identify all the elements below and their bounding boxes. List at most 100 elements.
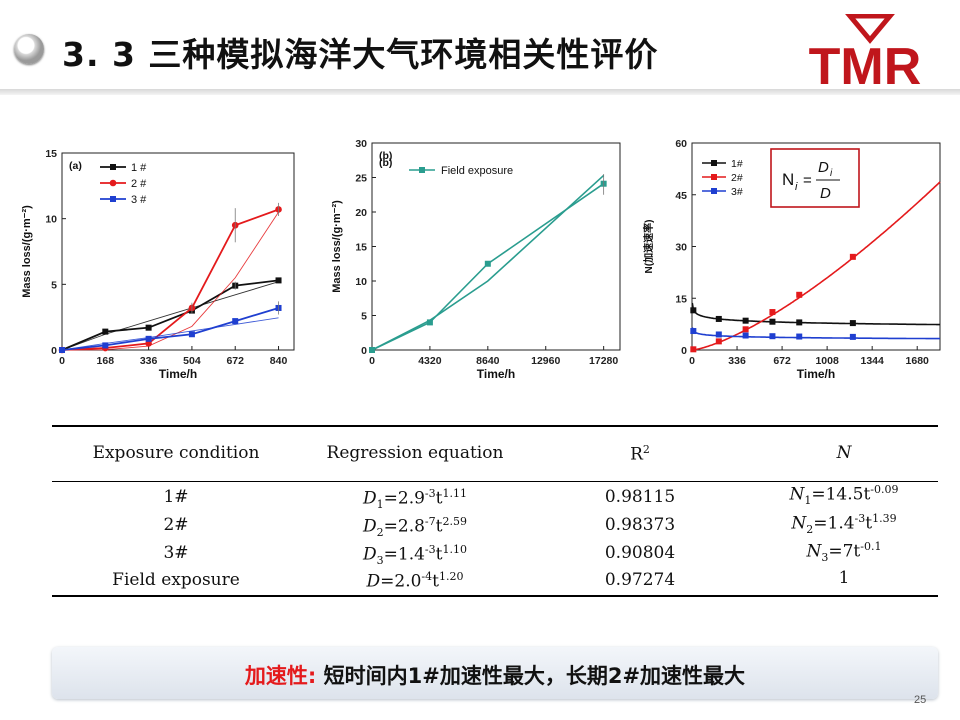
fit-line-3 xyxy=(61,317,279,351)
y-tick-label: 10 xyxy=(45,214,57,226)
y-tick-label: 45 xyxy=(675,190,687,202)
header-r2: R2 xyxy=(630,443,650,465)
data-point xyxy=(742,326,749,333)
y-tick-label: 0 xyxy=(681,345,687,357)
header-regression: Regression equation xyxy=(326,443,504,463)
y-tick-label: 5 xyxy=(361,311,367,323)
row4-n: 1 xyxy=(838,568,850,588)
conclusion-banner: 加速性: 短时间内1#加速性最大，长期2#加速性最大 xyxy=(52,647,938,699)
conclusion-key: 加速性: xyxy=(244,664,317,688)
data-point xyxy=(849,333,856,340)
y-tick-label: 30 xyxy=(675,242,687,254)
legend-label: 3# xyxy=(731,186,743,198)
data-point xyxy=(690,346,697,353)
data-point xyxy=(102,328,109,335)
x-tick-label: 336 xyxy=(140,355,158,367)
data-point xyxy=(769,333,776,340)
row4-condition: Field exposure xyxy=(112,570,240,590)
row3-regression: D3=1.4-3t1.10 xyxy=(363,543,467,568)
row2-condition: 2# xyxy=(163,515,189,535)
row1-r2: 0.98115 xyxy=(604,487,676,507)
x-tick-label: 336 xyxy=(728,355,746,367)
data-point xyxy=(369,347,375,353)
data-point xyxy=(110,196,116,202)
x-tick-label: 672 xyxy=(773,355,791,367)
formula-eq: = xyxy=(803,172,812,189)
data-point xyxy=(769,309,776,316)
data-point xyxy=(426,319,433,326)
row3-n: N3=7t-0.1 xyxy=(806,540,882,565)
x-tick-label: 1008 xyxy=(815,355,839,367)
row1-condition: 1# xyxy=(163,487,189,507)
y-tick-label: 10 xyxy=(355,276,367,288)
x-tick-label: 17280 xyxy=(589,355,618,367)
row2-r2: 0.98373 xyxy=(604,515,676,535)
fit-line xyxy=(371,174,605,351)
y-tick-label: 0 xyxy=(51,345,57,357)
y-tick-label: 5 xyxy=(51,279,57,291)
x-tick-label: 672 xyxy=(226,355,244,367)
row3-r2: 0.90804 xyxy=(604,543,676,563)
title-bullet-icon xyxy=(14,34,44,64)
series-line-2 xyxy=(61,208,279,351)
panel-label: (a) xyxy=(69,160,82,172)
x-axis-label: Time/h xyxy=(797,367,835,381)
data-point xyxy=(145,335,152,342)
row3-condition: 3# xyxy=(163,543,189,563)
x-tick-label: 4320 xyxy=(418,355,442,367)
chart-a: 0 168 336 504 672 840 0 5 10 15 Time/h Mass loss/(g… xyxy=(21,148,295,381)
row4-r2: 0.97274 xyxy=(604,570,676,590)
x-tick-label: 0 xyxy=(689,355,695,367)
formula-n: N xyxy=(782,170,794,189)
table-top-rule xyxy=(52,425,938,427)
formula-sub: i xyxy=(795,181,798,193)
conclusion-body: 短时间内1#加速性最大，长期2#加速性最大 xyxy=(316,664,746,688)
fit-curve-1 xyxy=(691,302,940,326)
regression-table: Exposure condition Regression equation R… xyxy=(52,425,938,597)
data-point xyxy=(419,167,425,173)
data-point xyxy=(690,307,697,314)
data-point xyxy=(711,160,717,166)
fit-curve-3 xyxy=(691,327,940,340)
x-tick-label: 168 xyxy=(97,355,115,367)
slide-header: 3. 3 三种模拟海洋大气环境相关性评价 TMR xyxy=(0,0,960,96)
panel-label: (b) xyxy=(379,150,392,162)
legend-label: Field exposure xyxy=(441,165,513,177)
x-tick-label: 840 xyxy=(270,355,288,367)
chart-c: 0 336 672 1008 1344 1680 0 15 30 45 60 Time/h N(加速速率… xyxy=(642,138,941,381)
formula-num: D xyxy=(818,159,829,176)
series-line-3 xyxy=(61,307,279,351)
series-line xyxy=(371,183,605,351)
data-point xyxy=(275,277,282,284)
data-point xyxy=(796,333,803,340)
slide-title: 3. 3 三种模拟海洋大气环境相关性评价 xyxy=(62,35,659,74)
x-axis-label: Time/h xyxy=(159,367,197,381)
row2-regression: D2=2.8-7t2.59 xyxy=(363,515,467,540)
logo-text: TMR xyxy=(809,38,922,88)
logo-triangle-icon xyxy=(845,14,895,44)
formula-num-sub: i xyxy=(830,168,833,179)
y-axis-label: N(加速速率) xyxy=(642,220,655,274)
row1-regression: D1=2.9-3t1.11 xyxy=(363,487,467,512)
y-tick-label: 0 xyxy=(361,345,367,357)
data-point xyxy=(484,260,491,267)
data-point xyxy=(742,317,749,324)
data-point xyxy=(742,332,749,339)
formula-den: D xyxy=(820,185,831,202)
data-point xyxy=(715,315,722,322)
data-point xyxy=(715,338,722,345)
data-point xyxy=(102,342,109,349)
legend-label: 1 # xyxy=(131,162,147,174)
table-header-rule xyxy=(52,481,938,482)
row1-n: N1=14.5t-0.09 xyxy=(789,483,899,508)
data-point xyxy=(110,164,116,170)
y-tick-label: 20 xyxy=(355,207,367,219)
data-point xyxy=(796,291,803,298)
x-axis-label: Time/h xyxy=(477,367,515,381)
page-number: 25 xyxy=(914,694,927,706)
x-tick-label: 8640 xyxy=(476,355,500,367)
formula-frame xyxy=(770,148,860,208)
data-point xyxy=(711,174,717,180)
tmr-logo: TMR xyxy=(809,14,922,88)
